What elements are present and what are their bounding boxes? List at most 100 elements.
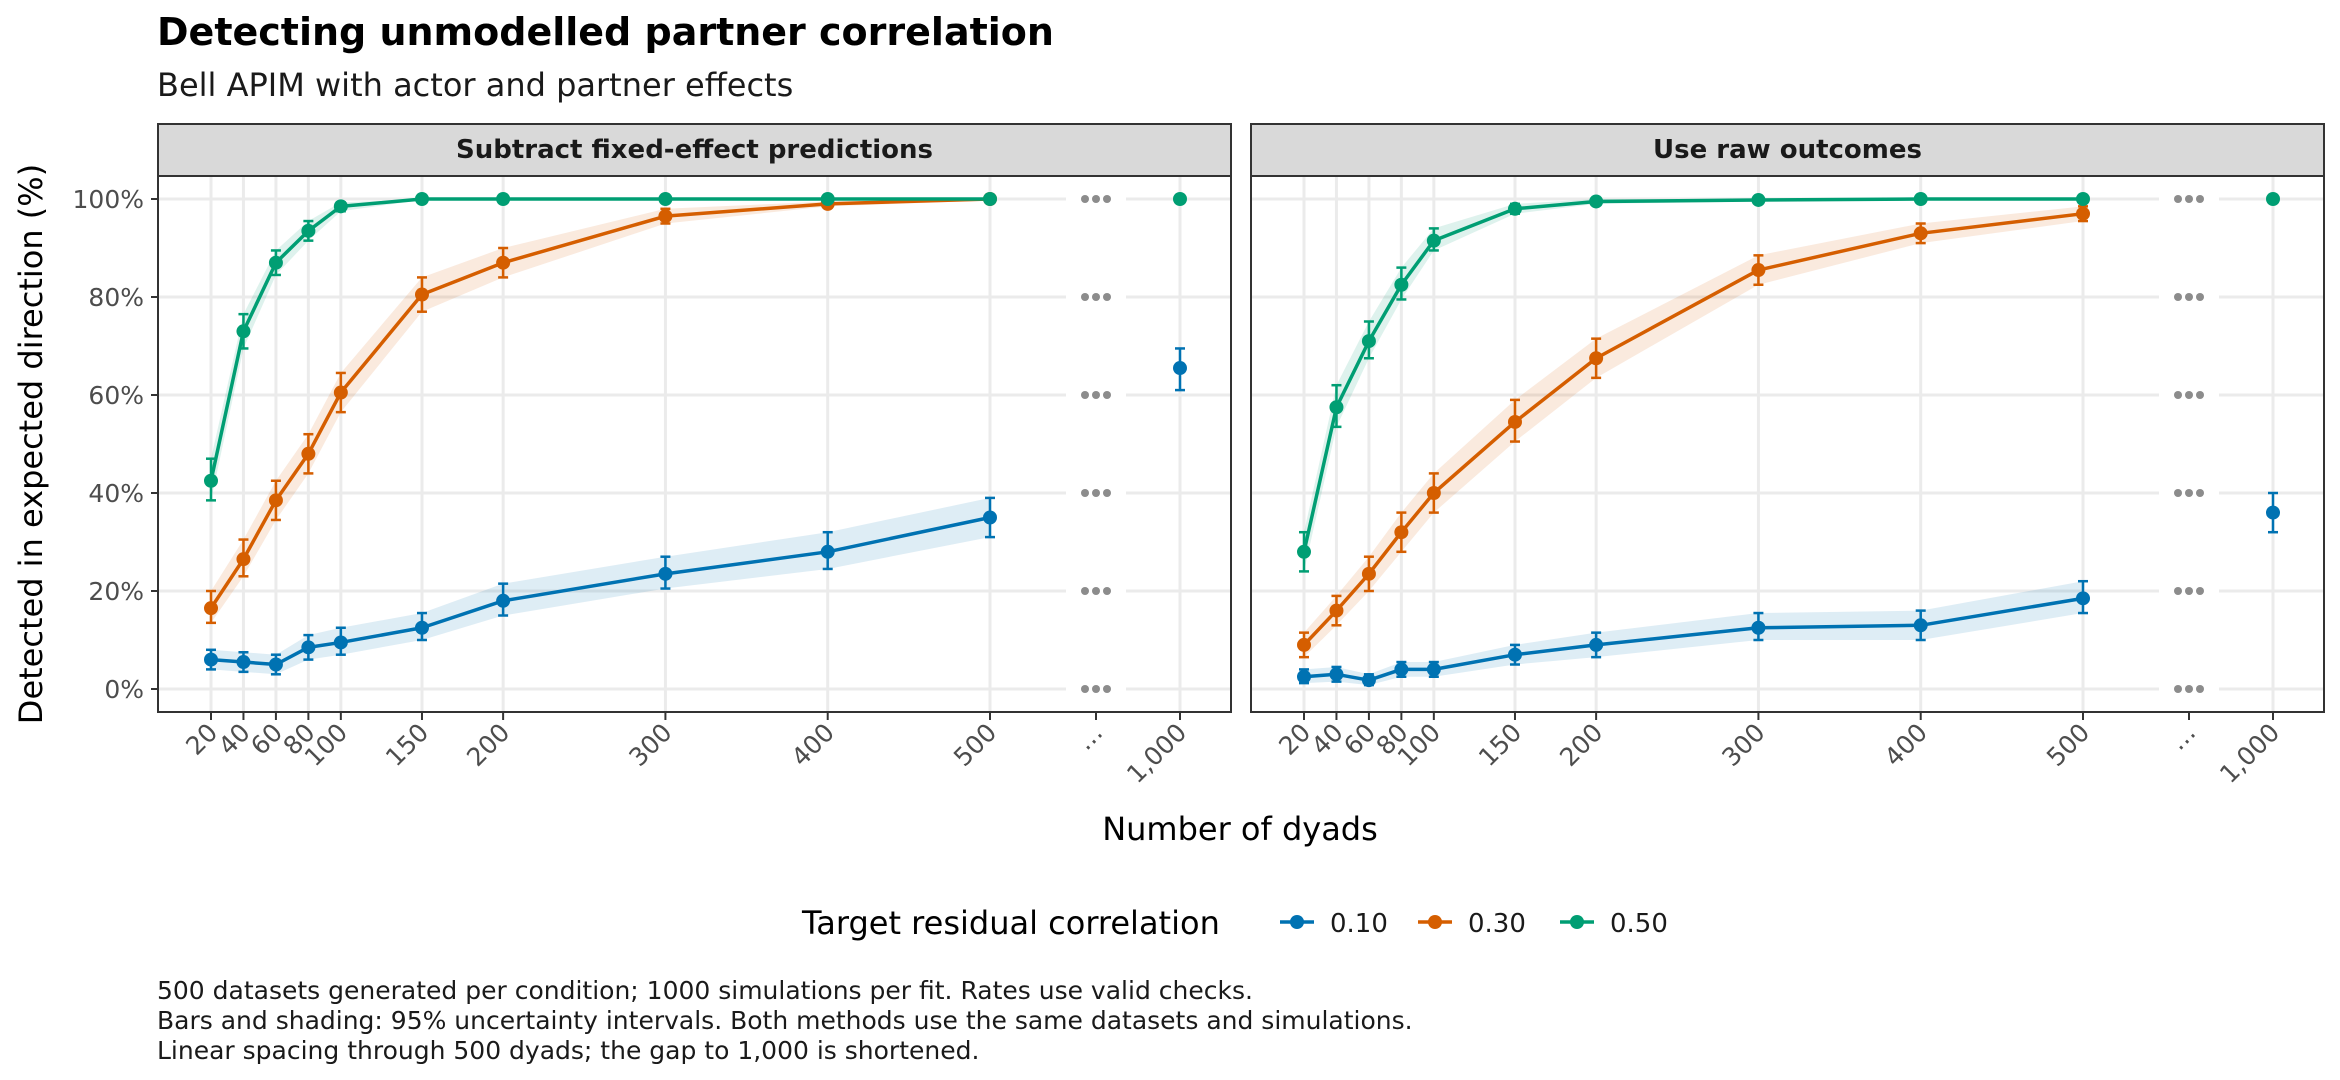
data-point <box>268 493 283 508</box>
y-tick-label: 100% <box>73 185 144 214</box>
axis-break-dot <box>1092 391 1100 399</box>
data-point <box>1173 361 1187 376</box>
axis-break-dot <box>2185 685 2193 693</box>
data-point <box>414 620 429 635</box>
x-tick-label: 500 <box>2041 718 2095 772</box>
series-points-0.30 <box>1297 205 2090 659</box>
series-0.30 <box>209 197 991 623</box>
axis-break-dot <box>2196 587 2204 595</box>
legend-entry: 0.30 <box>1418 909 1526 939</box>
data-point <box>1507 647 1522 662</box>
data-point <box>2076 591 2090 606</box>
legend-title: Target residual correlation <box>801 904 1220 942</box>
series-line <box>209 197 991 610</box>
data-point <box>1751 620 1766 635</box>
series-points-0.50 <box>1297 192 2280 573</box>
data-point <box>2076 192 2090 206</box>
series-points-0.50 <box>204 192 1187 502</box>
data-point <box>236 552 251 567</box>
data-point <box>1297 544 1311 559</box>
data-point <box>1913 618 1928 633</box>
legend-key-point <box>1290 915 1304 929</box>
facet-title: Subtract fixed-effect predictions <box>456 135 933 165</box>
data-point <box>983 510 997 525</box>
data-point <box>1361 673 1376 688</box>
data-point <box>1426 662 1441 677</box>
y-tick-label: 0% <box>104 675 144 704</box>
y-tick-label: 20% <box>88 577 144 606</box>
axis-break-dot <box>1081 587 1089 595</box>
data-point <box>1751 263 1766 278</box>
axis-break-dot <box>1103 685 1111 693</box>
axis-break-dot <box>1092 587 1100 595</box>
axis-break-dot <box>2196 391 2204 399</box>
data-point <box>204 652 218 667</box>
x-tick-label: 150 <box>1473 718 1527 772</box>
data-point <box>983 192 997 206</box>
axis-break-dot <box>1092 685 1100 693</box>
series-line <box>1302 211 2084 647</box>
x-tick-label: … <box>1070 718 1108 756</box>
data-point <box>496 192 511 206</box>
data-point <box>268 657 283 672</box>
data-point <box>496 255 511 270</box>
axis-break-dot <box>1081 489 1089 497</box>
x-tick-label: 300 <box>1716 718 1770 772</box>
axis-break-dot <box>2185 391 2193 399</box>
legend-key-point <box>1570 915 1584 929</box>
data-point <box>1589 637 1604 652</box>
legend-label: 0.10 <box>1330 909 1388 939</box>
data-point <box>1394 525 1409 540</box>
x-tick-label: … <box>2163 718 2201 756</box>
chart-subtitle: Bell APIM with actor and partner effects <box>157 66 793 104</box>
axis-break-dot <box>2196 685 2204 693</box>
axis-break-dot <box>1081 685 1089 693</box>
caption-line: Bars and shading: 95% uncertainty interv… <box>157 1006 1413 1035</box>
axis-break-dot <box>2185 587 2193 595</box>
x-tick-label: 200 <box>1554 718 1608 772</box>
legend-label: 0.30 <box>1468 909 1526 939</box>
data-point <box>658 566 673 581</box>
data-point <box>2076 206 2090 221</box>
x-tick-label: 200 <box>461 718 515 772</box>
data-point <box>1589 351 1604 366</box>
axis-break-dot <box>1103 587 1111 595</box>
axis-break-dot <box>2174 195 2182 203</box>
y-axis-label: Detected in expected direction (%) <box>12 164 50 724</box>
data-point <box>1426 233 1441 248</box>
uncertainty-ribbon <box>1304 206 2083 658</box>
data-point <box>1173 192 1187 206</box>
data-point <box>236 324 251 339</box>
axis-break-dot <box>1081 391 1089 399</box>
data-point <box>268 255 283 270</box>
data-point <box>414 287 429 302</box>
axis-break-dot <box>1092 195 1100 203</box>
axis-break-dot <box>1092 489 1100 497</box>
data-point <box>1394 662 1409 677</box>
series-line <box>210 515 991 667</box>
data-point <box>1329 667 1344 682</box>
caption-line: Linear spacing through 500 dyads; the ga… <box>157 1036 980 1065</box>
axis-break-dot <box>1103 391 1111 399</box>
axis-break-dot <box>2196 195 2204 203</box>
data-point <box>1426 486 1441 500</box>
data-point <box>1507 201 1522 216</box>
axis-break-dot <box>1092 293 1100 301</box>
x-axis-label: Number of dyads <box>1102 810 1378 848</box>
data-point <box>333 385 348 400</box>
data-point <box>496 593 511 608</box>
axis-break-dot <box>2174 685 2182 693</box>
x-tick-label: 1,000 <box>1121 718 1192 789</box>
series-points-0.10 <box>1297 491 2280 688</box>
data-point <box>1913 226 1928 241</box>
data-point <box>1507 414 1522 429</box>
x-tick-label: 400 <box>786 718 840 772</box>
axis-break-dot <box>1103 293 1111 301</box>
series-0.10 <box>1303 581 2084 686</box>
data-point <box>1913 192 1928 206</box>
y-tick-label: 60% <box>88 381 144 410</box>
facet-strip <box>1250 123 2325 177</box>
caption-line: 500 datasets generated per condition; 10… <box>157 976 1253 1005</box>
data-point <box>414 192 429 206</box>
